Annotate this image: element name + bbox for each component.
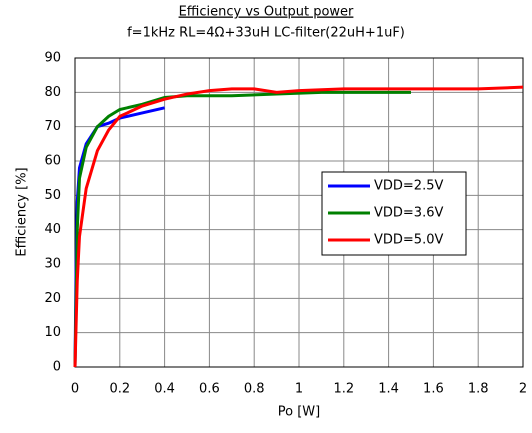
x-tick-label: 0.8 [244,382,265,397]
y-tick-label: 30 [44,257,61,272]
y-tick-label: 10 [44,325,61,340]
data-line [73,85,524,368]
x-tick-label: 0 [71,382,79,397]
y-tick-label: 80 [44,85,61,100]
chart-subtitle: f=1kHz RL=4Ω+33uH LC-filter(22uH+1uF) [127,26,405,41]
y-tick-label: 60 [44,154,61,169]
legend-label: VDD=2.5V [374,179,443,194]
y-tick-label: 0 [53,360,61,375]
data-line [73,90,411,368]
x-tick-label: 2 [519,382,527,397]
x-tick-label: 1 [295,382,303,397]
x-tick-label: 1.4 [378,382,399,397]
x-tick-label: 1.6 [423,382,444,397]
y-tick-label: 20 [44,291,61,306]
x-axis-label: Po [W] [278,405,320,420]
x-tick-label: 0.6 [199,382,220,397]
y-tick-label: 40 [44,222,61,237]
chart-title: Efficiency vs Output power [179,5,354,20]
y-axis-label: Efficiency [%] [15,167,30,256]
plot-frame [74,57,524,368]
legend-label: VDD=5.0V [374,233,443,248]
y-tick-label: 90 [44,51,61,66]
y-tick-label: 70 [44,119,61,134]
y-tick-label: 50 [44,188,61,203]
x-tick-label: 0.2 [109,382,130,397]
x-tick-label: 0.4 [154,382,175,397]
x-tick-label: 1.2 [333,382,354,397]
legend-label: VDD=3.6V [374,206,443,221]
x-tick-label: 1.8 [468,382,489,397]
